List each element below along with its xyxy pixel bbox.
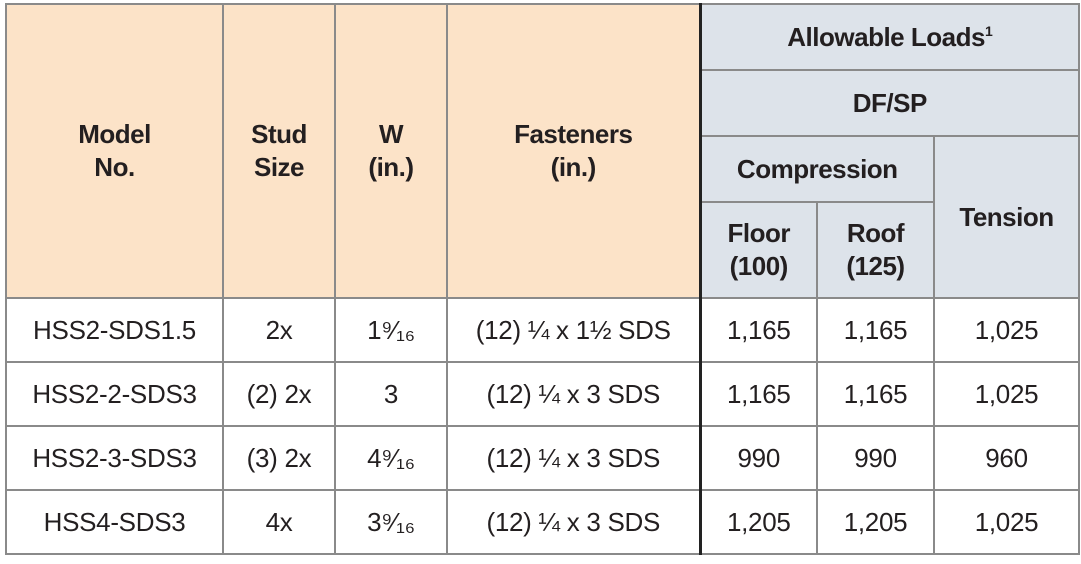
table-cell: (3) 2x <box>222 425 336 491</box>
table-cell: 1,165 <box>698 297 818 363</box>
table-cell: HSS2-3-SDS3 <box>5 425 224 491</box>
table-cell: 1,165 <box>816 361 935 427</box>
table-cell: 1,205 <box>698 489 818 555</box>
header-text: Fasteners <box>514 119 633 149</box>
header-allowable-loads: Allowable Loads1 <box>698 3 1081 71</box>
header-tension: Tension <box>932 135 1081 299</box>
header-fasteners: Fasteners (in.) <box>446 3 701 299</box>
table-cell: (12) ¼ x 3 SDS <box>446 489 701 555</box>
table-cell: 2x <box>222 297 336 363</box>
header-text: W <box>378 119 404 149</box>
table-cell: 4x <box>222 489 336 555</box>
header-stud-size: Stud Size <box>222 3 336 299</box>
header-model: Model No. <box>5 3 224 299</box>
table-cell: (12) ¼ x 3 SDS <box>446 361 701 427</box>
header-text: No. <box>94 152 135 182</box>
header-text: Roof <box>846 218 905 248</box>
table-row: HSS2-2-SDS3 (2) 2x 3 (12) ¼ x 3 SDS 1,165 1,1… <box>5 361 1081 427</box>
load-table: Model No. Stud Size W (in.) Fasteners (in.) … <box>5 3 1081 555</box>
header-text: Size <box>253 152 305 182</box>
table-row: HSS4-SDS3 4x 3⁹⁄₁₆ (12) ¼ x 3 SDS 1,205 1,205… <box>5 489 1081 555</box>
header-text: (in.) <box>550 152 597 182</box>
header-roof: Roof (125) <box>816 201 935 299</box>
header-floor: Floor (100) <box>698 201 818 299</box>
table-cell: 3⁹⁄₁₆ <box>334 489 448 555</box>
header-text: Stud <box>251 119 307 149</box>
header-text: (100) <box>729 251 789 281</box>
table-cell: HSS2-2-SDS3 <box>5 361 224 427</box>
header-species: DF/SP <box>698 69 1081 137</box>
header-text: (in.) <box>368 152 414 182</box>
table-cell: 1,025 <box>932 297 1081 363</box>
table-cell: 990 <box>698 425 818 491</box>
table-cell: 1,025 <box>932 361 1081 427</box>
header-text: Model <box>78 119 151 149</box>
table-cell: 960 <box>932 425 1081 491</box>
header-w: W (in.) <box>334 3 448 299</box>
table-row: HSS2-SDS1.5 2x 1⁹⁄₁₆ (12) ¼ x 1½ SDS 1,165 1,… <box>5 297 1081 363</box>
table-cell: HSS4-SDS3 <box>5 489 224 555</box>
table-cell: 1,205 <box>816 489 935 555</box>
table-cell: (12) ¼ x 3 SDS <box>446 425 701 491</box>
table-cell: 1,165 <box>698 361 818 427</box>
table-cell: 4⁹⁄₁₆ <box>334 425 448 491</box>
table-cell: 990 <box>816 425 935 491</box>
table-cell: 1,025 <box>932 489 1081 555</box>
table-cell: HSS2-SDS1.5 <box>5 297 224 363</box>
table-cell: (12) ¼ x 1½ SDS <box>446 297 701 363</box>
table-cell: 3 <box>334 361 448 427</box>
table-cell: 1,165 <box>816 297 935 363</box>
header-text: Floor <box>727 218 791 248</box>
footnote-mark: 1 <box>984 22 993 39</box>
table-cell: (2) 2x <box>222 361 336 427</box>
header-text: Allowable Loads <box>787 21 985 52</box>
header-text: (125) <box>846 251 905 281</box>
table-cell: 1⁹⁄₁₆ <box>334 297 448 363</box>
table-row: HSS2-3-SDS3 (3) 2x 4⁹⁄₁₆ (12) ¼ x 3 SDS 990 9… <box>5 425 1081 491</box>
header-compression: Compression <box>698 135 935 203</box>
